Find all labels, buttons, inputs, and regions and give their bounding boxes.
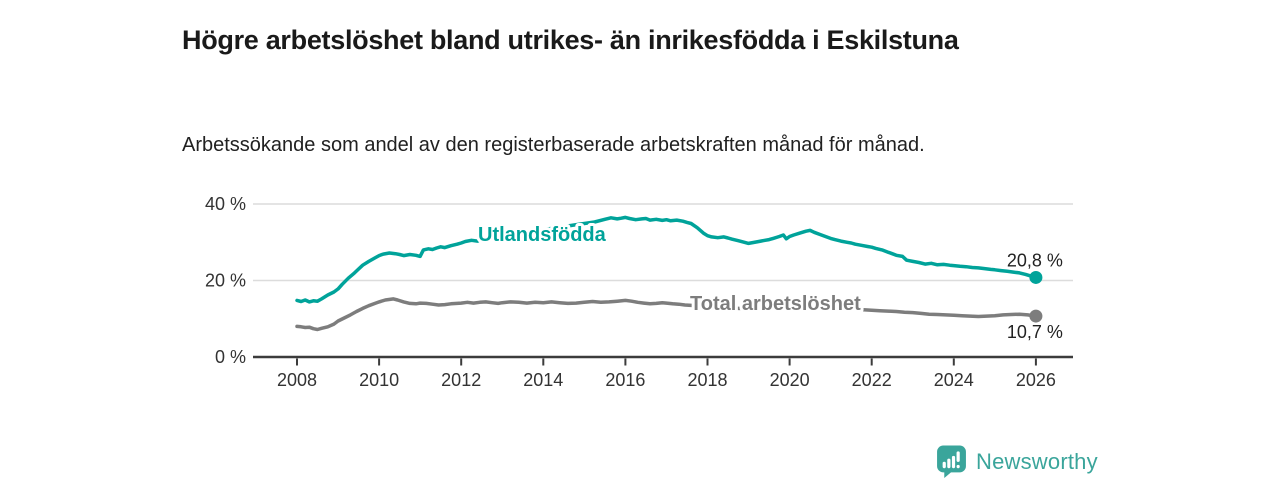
x-tick-label-2020: 2020: [770, 370, 810, 390]
series-label-1: Total arbetslöshet: [690, 293, 861, 315]
exclamation-bar: [956, 451, 960, 462]
newsworthy-speech-bubble-icon: [937, 445, 966, 478]
series-line-0: [295, 215, 1038, 304]
bar-small: [942, 461, 946, 469]
chart-title: Högre arbetslöshet bland utrikes- än inr…: [182, 25, 959, 56]
x-tick-label-2012: 2012: [441, 370, 481, 390]
x-tick-label-2018: 2018: [687, 370, 727, 390]
series-end-value-0: 20,8 %: [1007, 250, 1063, 270]
y-tick-label-0: 0 %: [215, 347, 246, 367]
series-line-1: [295, 297, 1038, 332]
speech-bubble-shape: [937, 445, 966, 478]
series-label-0: Utlandsfödda: [478, 224, 607, 246]
bar-medium: [947, 458, 951, 469]
x-tick-label-2022: 2022: [852, 370, 892, 390]
x-tick-label-2024: 2024: [934, 370, 974, 390]
x-tick-label-2026: 2026: [1016, 370, 1056, 390]
x-tick-label-2008: 2008: [277, 370, 317, 390]
x-tick-label-2014: 2014: [523, 370, 563, 390]
x-tick-label-2016: 2016: [605, 370, 645, 390]
exclamation-dot: [956, 464, 960, 469]
brand-name: Newsworthy: [976, 448, 1098, 474]
series-end-dot-1: [1029, 309, 1043, 323]
y-tick-label-40: 40 %: [205, 194, 246, 214]
chart-subtitle: Arbetssökande som andel av den registerb…: [182, 134, 925, 156]
y-tick-label-20: 20 %: [205, 271, 246, 291]
x-tick-label-2010: 2010: [359, 370, 399, 390]
series-end-value-1: 10,7 %: [1007, 322, 1063, 342]
series-end-dot-0: [1029, 270, 1043, 284]
bar-large: [951, 455, 956, 469]
newsworthy-logo[interactable]: Newsworthy: [936, 445, 1098, 478]
